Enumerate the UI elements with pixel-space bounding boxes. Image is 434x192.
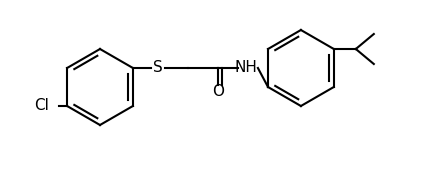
Text: NH: NH: [234, 60, 257, 75]
Text: O: O: [212, 84, 224, 99]
Text: Cl: Cl: [34, 98, 49, 113]
Text: S: S: [153, 60, 163, 75]
